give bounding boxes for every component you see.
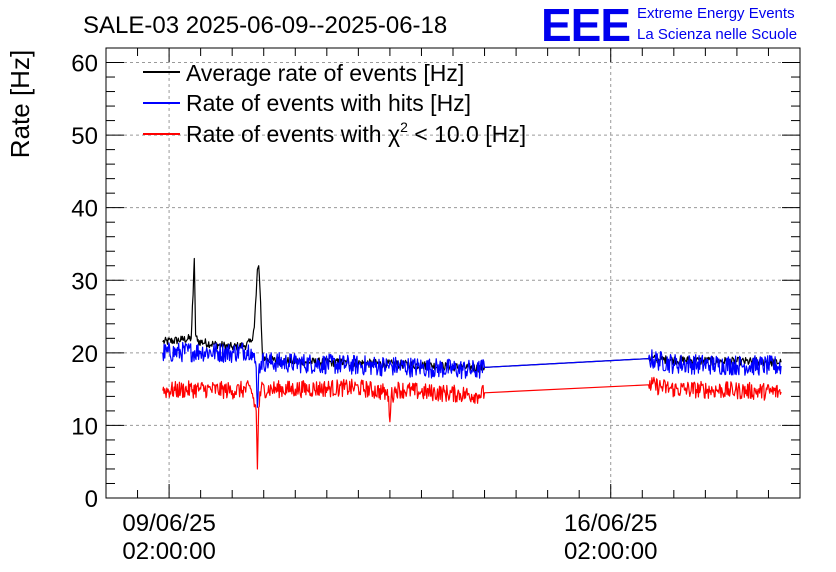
axes <box>105 47 801 499</box>
legend-label-hits: Rate of events with hits [Hz] <box>186 90 471 116</box>
y-tick-label: 30 <box>71 268 98 295</box>
y-tick-label: 40 <box>71 196 98 223</box>
legend-label-chi2-suffix: < 10.0 [Hz] <box>408 121 526 147</box>
eee-logo-mark: EEE <box>541 0 630 51</box>
series-line-hits <box>162 341 782 408</box>
series-line-chi2 <box>162 376 782 470</box>
x-tick-label-time: 02:00:00 <box>122 538 215 565</box>
y-tick-label: 50 <box>71 123 98 150</box>
eee-logo: EEE Extreme Energy Events La Scienza nel… <box>541 0 797 51</box>
y-tick-label: 10 <box>71 413 98 440</box>
tick-labels: 010203040506009/06/2502:00:0016/06/2502:… <box>71 51 657 565</box>
x-tick-label-date: 16/06/25 <box>564 510 657 537</box>
chart-title: SALE-03 2025-06-09--2025-06-18 <box>83 12 447 39</box>
x-tick-label-date: 09/06/25 <box>122 510 215 537</box>
legend: Average rate of events [Hz] Rate of even… <box>143 60 526 147</box>
legend-label-average: Average rate of events [Hz] <box>186 60 464 86</box>
y-tick-label: 20 <box>71 341 98 368</box>
eee-logo-line1: Extreme Energy Events <box>637 5 795 22</box>
legend-label-chi2-symbol: χ <box>388 121 400 147</box>
series-lines <box>162 257 782 470</box>
y-tick-label: 60 <box>71 51 98 78</box>
grid-lines <box>106 48 800 498</box>
legend-label-chi2-sup: 2 <box>400 119 408 135</box>
y-axis-label: Rate [Hz] <box>5 50 35 158</box>
y-tick-label: 0 <box>85 486 98 513</box>
legend-label-chi2-prefix: Rate of events with <box>186 121 388 147</box>
legend-label-chi2: Rate of events with χ2 < 10.0 [Hz] <box>186 119 526 147</box>
eee-logo-line2: La Scienza nelle Scuole <box>637 26 797 43</box>
x-tick-label-time: 02:00:00 <box>564 538 657 565</box>
